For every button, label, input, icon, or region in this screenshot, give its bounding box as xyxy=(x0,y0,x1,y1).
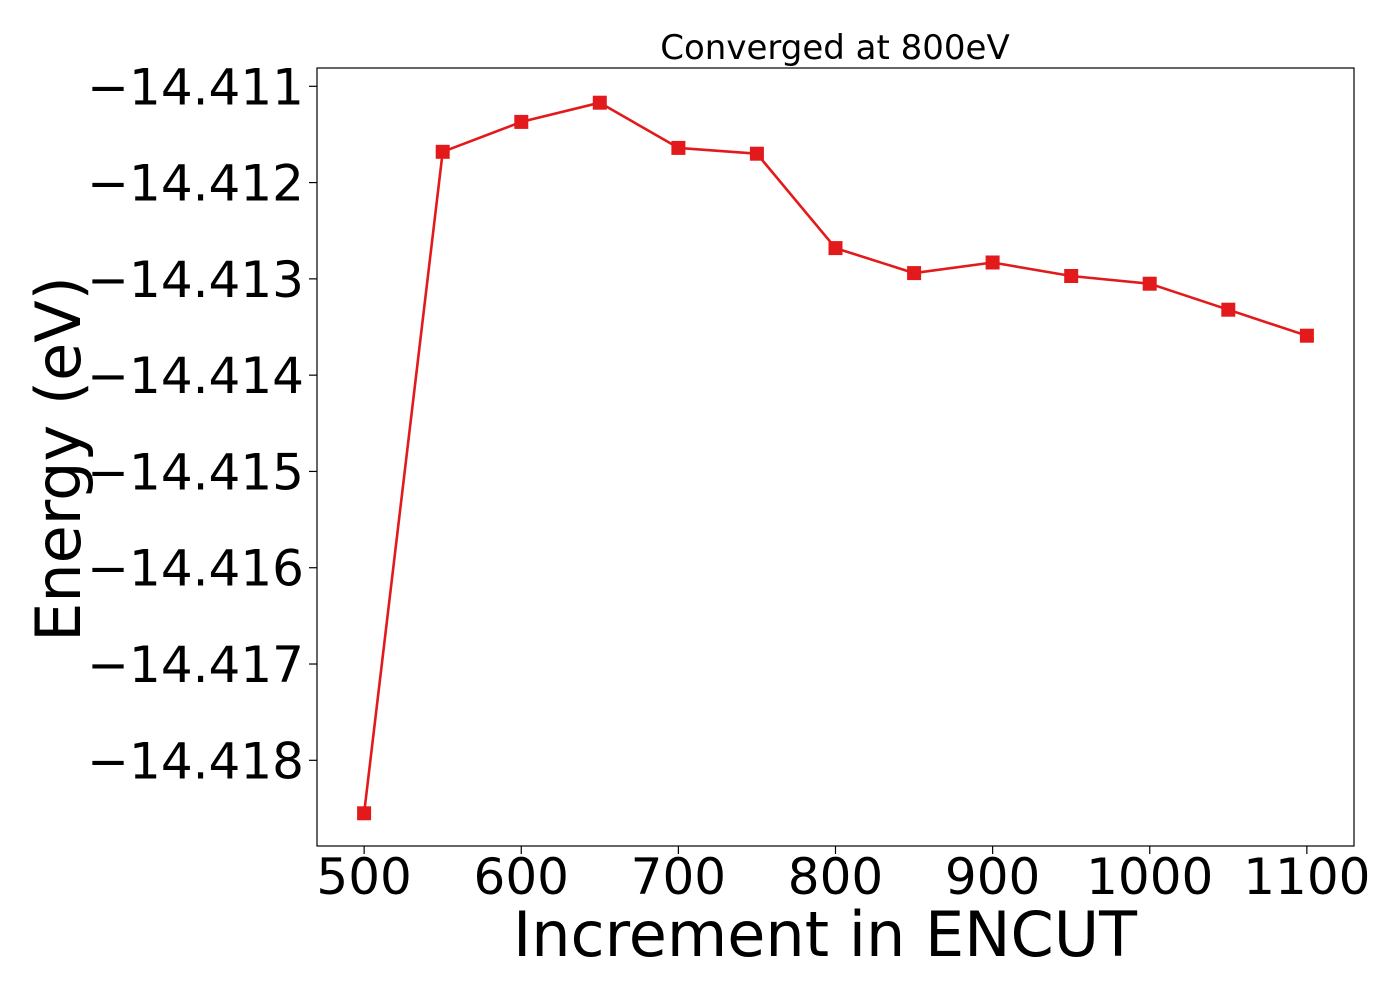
x-tick-label: 500 xyxy=(316,848,411,906)
x-tick-label: 800 xyxy=(788,848,883,906)
data-point-marker xyxy=(671,140,686,155)
x-tick-label: 700 xyxy=(631,848,726,906)
x-tick-label: 900 xyxy=(945,848,1040,906)
y-tick-label: −14.418 xyxy=(87,732,304,790)
data-point-marker xyxy=(435,144,450,159)
data-point-marker xyxy=(749,146,764,161)
x-tick-label: 600 xyxy=(474,848,569,906)
plot-area-frame xyxy=(316,67,1355,847)
data-point-marker xyxy=(592,95,607,110)
y-tick-label: −14.411 xyxy=(87,58,304,116)
y-tick-label: −14.413 xyxy=(87,251,304,309)
x-axis-label: Increment in ENCUT xyxy=(513,898,1138,971)
chart-title: Converged at 800eV xyxy=(660,28,1009,68)
y-tick-label: −14.416 xyxy=(87,540,304,598)
y-tick-label: −14.412 xyxy=(87,155,304,213)
y-tick-label: −14.414 xyxy=(87,347,304,405)
data-point-marker xyxy=(1142,276,1157,291)
y-axis: −14.411 −14.412 −14.413 −14.414 −14.415 −14.4… xyxy=(87,58,317,790)
series-line xyxy=(362,101,1308,814)
data-point-marker xyxy=(1299,328,1314,343)
data-point-marker xyxy=(357,806,372,821)
x-axis: 500 600 700 800 900 1000 1100 xyxy=(316,846,1370,906)
data-point-marker xyxy=(907,266,922,281)
series-layer xyxy=(357,95,1314,821)
data-point-marker xyxy=(828,241,843,256)
data-point-marker xyxy=(514,114,529,129)
x-tick-label: 1000 xyxy=(1086,848,1213,906)
x-tick-label: 1100 xyxy=(1243,848,1370,906)
y-tick-label: −14.415 xyxy=(87,443,304,501)
data-point-marker xyxy=(1221,302,1236,317)
y-tick-label: −14.417 xyxy=(87,636,304,694)
data-point-marker xyxy=(985,255,1000,270)
data-point-marker xyxy=(1064,269,1079,283)
y-axis-label: Energy (eV) xyxy=(22,276,95,642)
